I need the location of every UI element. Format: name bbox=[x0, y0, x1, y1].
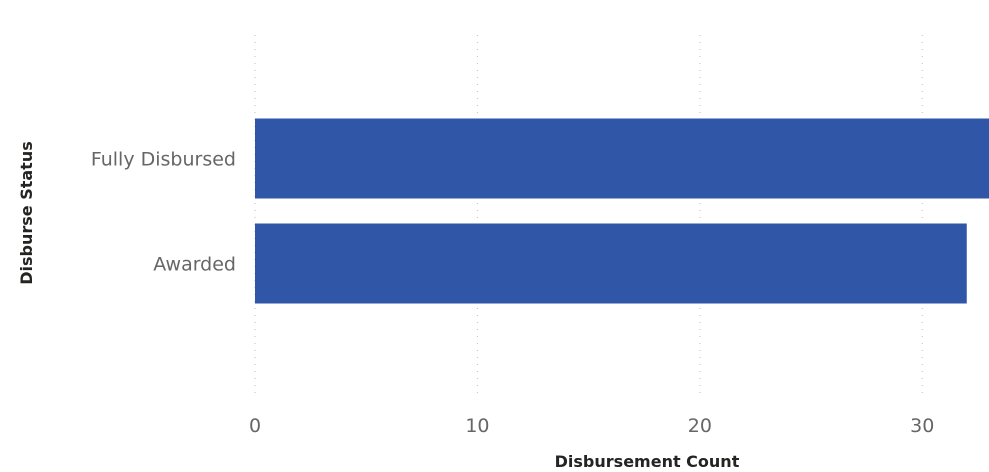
x-axis-title: Disbursement Count bbox=[555, 452, 740, 471]
x-tick-labels: 0 10 20 30 bbox=[249, 415, 934, 437]
bars bbox=[255, 118, 989, 304]
category-labels: Fully Disbursed Awarded bbox=[91, 149, 236, 276]
y-axis-title: Disburse Status bbox=[17, 141, 36, 285]
x-tick-label: 20 bbox=[688, 415, 712, 437]
x-tick-label: 10 bbox=[465, 415, 489, 437]
category-label: Awarded bbox=[153, 254, 236, 276]
bar-awarded[interactable] bbox=[255, 223, 967, 304]
x-tick-label: 0 bbox=[249, 415, 261, 437]
category-label: Fully Disbursed bbox=[91, 149, 236, 171]
gridlines bbox=[254, 35, 923, 398]
bar-fully-disbursed[interactable] bbox=[255, 118, 989, 199]
x-tick-label: 30 bbox=[910, 415, 934, 437]
